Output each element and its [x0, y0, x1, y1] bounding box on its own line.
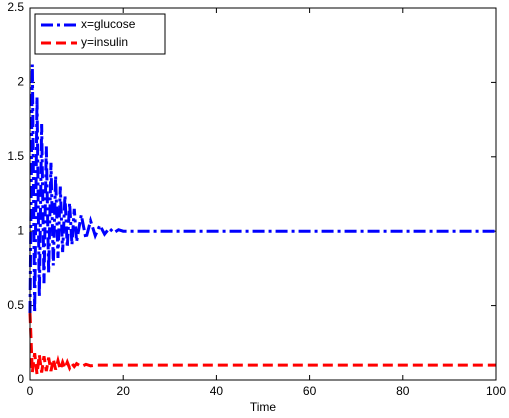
x-axis-label: Time	[250, 400, 277, 414]
legend: x=glucose y=insulin	[34, 13, 166, 55]
y-tick-label: 2	[17, 75, 24, 89]
legend-box	[34, 13, 166, 55]
y-tick-label: 1	[17, 223, 24, 237]
x-tick-label: 40	[210, 384, 224, 398]
y-tick-label: 1.5	[7, 149, 24, 163]
legend-label: x=glucose	[81, 17, 136, 31]
data-line	[28, 312, 496, 376]
y-tick-label: 0.5	[7, 298, 24, 312]
legend-label: y=insulin	[81, 35, 128, 49]
x-tick-label: 100	[486, 384, 506, 398]
x-tick-label: 0	[27, 384, 34, 398]
x-tick-label: 60	[303, 384, 317, 398]
plot-frame	[29, 7, 497, 381]
data-line	[28, 64, 496, 314]
x-tick-label: 20	[117, 384, 131, 398]
y-tick-label: 0	[17, 372, 24, 386]
y-tick-label: 2.5	[7, 0, 24, 14]
x-tick-label: 80	[396, 384, 410, 398]
